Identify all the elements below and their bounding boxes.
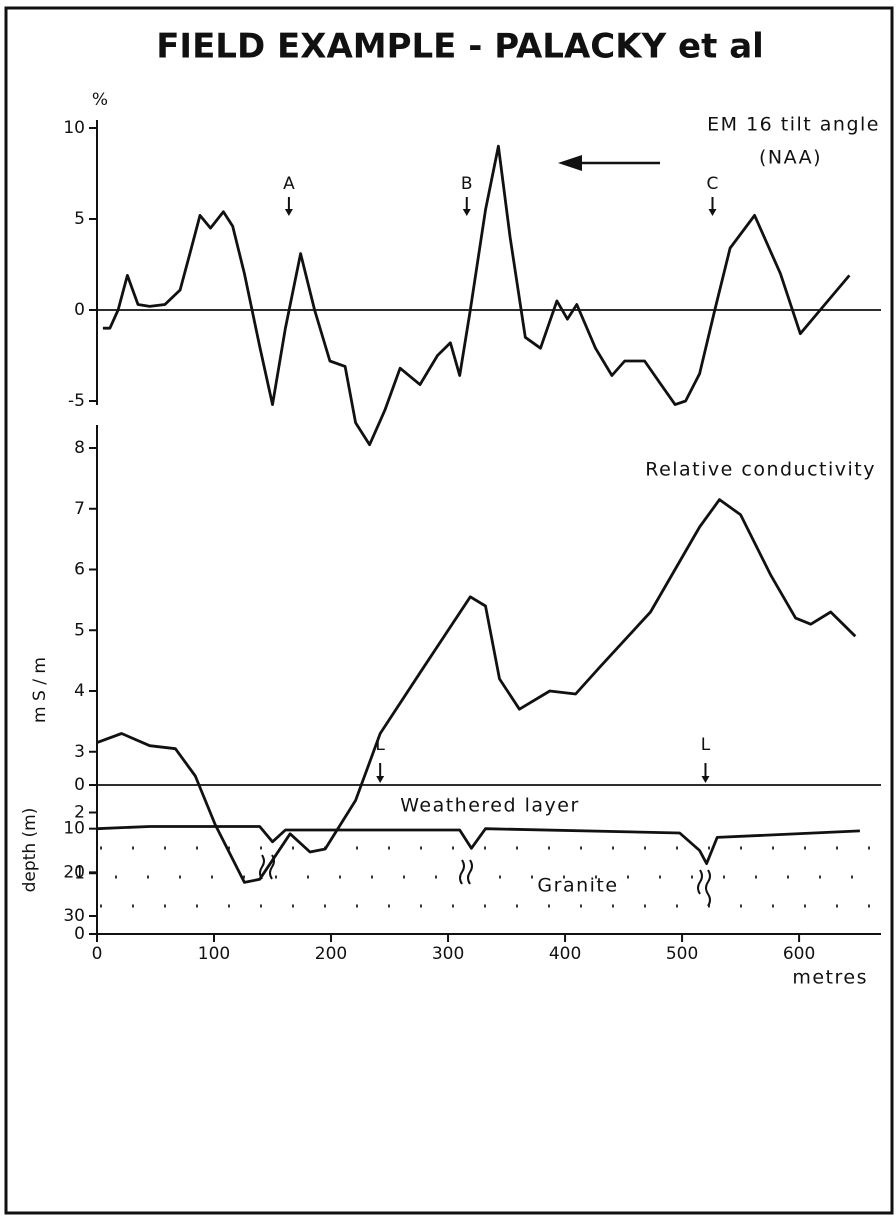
x-tick-label: 300 xyxy=(432,944,464,964)
y-axis-label: depth (m) xyxy=(20,808,40,893)
y-tick-label: 5 xyxy=(74,209,85,229)
annotation: EM 16 tilt angle xyxy=(707,114,880,136)
marker-arrowhead xyxy=(462,209,471,216)
data-line xyxy=(96,825,860,865)
x-tick-label: 0 xyxy=(92,944,103,964)
x-tick-label: 200 xyxy=(315,944,347,964)
y-tick-label: 0 xyxy=(74,300,85,320)
y-axis-label: % xyxy=(92,90,108,110)
y-tick-label: 1 xyxy=(74,863,85,883)
figure-title: FIELD EXAMPLE - PALACKY et al xyxy=(156,27,764,67)
annotation: Relative conductivity xyxy=(645,459,876,481)
frame xyxy=(4,6,894,1215)
annotation: Granite xyxy=(537,875,618,897)
y-tick-label: 0 xyxy=(74,775,85,795)
y-tick-label: 5 xyxy=(74,620,85,640)
x-tick-label: 100 xyxy=(198,944,230,964)
marker-label: L xyxy=(375,735,385,755)
y-tick-label: 7 xyxy=(74,499,85,519)
y-tick-label: -5 xyxy=(68,391,85,411)
direction-arrowhead xyxy=(558,155,582,171)
y-tick-label: 6 xyxy=(74,560,85,580)
y-tick-label: 10 xyxy=(63,819,85,839)
marker-label: A xyxy=(283,174,295,194)
y-tick-label: 4 xyxy=(74,681,85,701)
x-tick-label: 400 xyxy=(549,944,581,964)
data-line xyxy=(96,498,857,884)
y-tick-label: 0 xyxy=(74,924,85,944)
y-tick-label: 8 xyxy=(74,438,85,458)
y-axis-label: m S / m xyxy=(30,657,50,723)
y-tick-label: 2 xyxy=(74,803,85,823)
marker-arrowhead xyxy=(284,209,293,216)
y-tick-label: 10 xyxy=(63,118,85,138)
x-axis-label: metres xyxy=(792,967,868,989)
x-tick-label: 500 xyxy=(666,944,698,964)
data-line xyxy=(102,144,851,447)
marker-arrowhead xyxy=(708,209,717,216)
marker-label: C xyxy=(707,174,719,194)
y-tick-label: 20 xyxy=(63,862,85,882)
granite-dots xyxy=(100,846,880,908)
annotation: Weathered layer xyxy=(400,795,580,817)
y-tick-label: 30 xyxy=(63,906,85,926)
marker-arrowhead xyxy=(701,776,710,783)
fracture-marks xyxy=(259,854,711,907)
marker-label: B xyxy=(461,174,473,194)
y-tick-label: 3 xyxy=(74,742,85,762)
x-tick-label: 600 xyxy=(783,944,815,964)
marker-label: L xyxy=(701,735,711,755)
marker-arrowhead xyxy=(376,776,385,783)
annotation: (NAA) xyxy=(759,147,822,169)
